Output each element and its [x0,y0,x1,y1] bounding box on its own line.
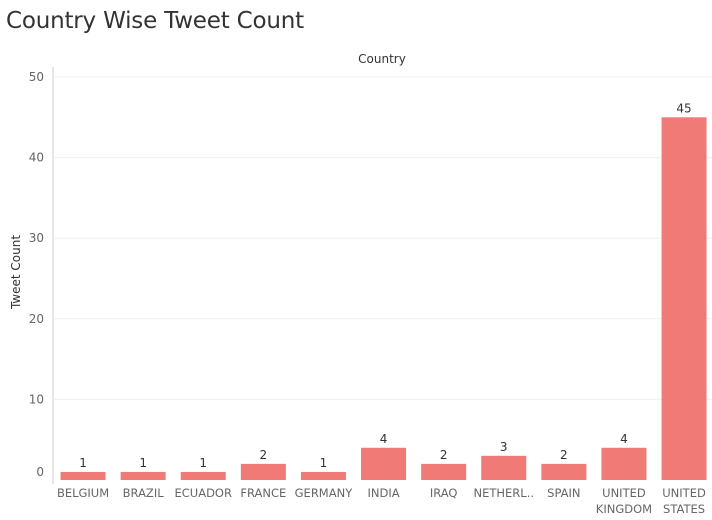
y-tick-label: 30 [29,231,44,245]
data-label: 4 [380,432,388,446]
y-tick-label: 0 [36,465,44,479]
y-axis-ticks: 0 10 20 30 40 50 [29,70,44,479]
x-tick-label: BRAZIL [123,486,165,500]
x-tick-label: UNITED KINGDOM [596,486,652,516]
y-axis-title: Tweet Count [9,235,23,310]
x-tick-label: ECUADOR [175,486,232,500]
bar[interactable] [601,447,647,480]
bar[interactable] [300,471,346,480]
bar[interactable] [541,463,587,480]
data-label: 2 [440,448,448,462]
bar[interactable] [180,471,226,480]
data-label: 4 [620,432,628,446]
bars [60,117,707,481]
bar[interactable] [421,463,467,480]
x-tick-label: BELGIUM [57,486,109,500]
x-tick-label: IRAQ [430,486,458,500]
y-tick-label: 10 [29,392,44,406]
bar[interactable] [661,117,707,481]
data-label: 45 [676,101,691,115]
gridlines [52,67,712,484]
data-label: 3 [500,440,508,454]
data-label: 1 [320,456,328,470]
data-label: 1 [79,456,87,470]
data-label: 1 [199,456,207,470]
x-axis-ticks: BELGIUM BRAZIL ECUADOR FRANCE GERMANY INDIA IR… [57,486,706,516]
x-tick-label: GERMANY [295,486,354,500]
x-tick-label: INDIA [367,486,399,500]
x-tick-label: UNITED STATES [662,486,706,516]
y-tick-label: 20 [29,312,44,326]
data-label: 1 [139,456,147,470]
x-axis-title: Country [358,52,406,66]
y-tick-label: 40 [29,151,44,165]
chart-title: Country Wise Tweet Count [6,8,304,34]
bar[interactable] [240,463,286,480]
data-label: 2 [260,448,268,462]
x-tick-label: SPAIN [547,486,580,500]
bar[interactable] [60,471,106,480]
bar[interactable] [120,471,166,480]
bar[interactable] [481,455,527,480]
x-tick-label: FRANCE [240,486,286,500]
x-tick-label: NETHERL.. [473,486,534,500]
data-label: 2 [560,448,568,462]
bar[interactable] [361,447,407,480]
y-tick-label: 50 [29,70,44,84]
